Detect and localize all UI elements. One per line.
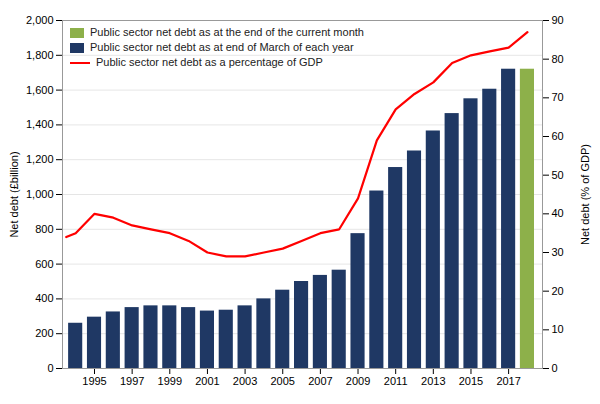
svg-text:1995: 1995 [82, 375, 106, 387]
svg-text:90: 90 [552, 14, 564, 26]
svg-text:2,000: 2,000 [26, 14, 54, 26]
svg-text:200: 200 [35, 327, 53, 339]
svg-text:1,000: 1,000 [26, 188, 54, 200]
svg-text:1999: 1999 [158, 375, 182, 387]
svg-text:Net debt (% of GDP): Net debt (% of GDP) [579, 144, 591, 245]
svg-text:2001: 2001 [195, 375, 219, 387]
svg-text:2005: 2005 [270, 375, 294, 387]
svg-text:60: 60 [552, 130, 564, 142]
svg-text:10: 10 [552, 323, 564, 335]
svg-text:50: 50 [552, 169, 564, 181]
html-text:Public sector net debt as a pe: Public sector net debt as a percentage o… [96, 56, 323, 68]
svg-text:1997: 1997 [120, 375, 144, 387]
svg-text:2015: 2015 [459, 375, 483, 387]
svg-text:Net debt (£billion): Net debt (£billion) [8, 151, 20, 237]
svg-text:2003: 2003 [233, 375, 257, 387]
svg-text:80: 80 [552, 53, 564, 65]
svg-text:0: 0 [47, 362, 53, 374]
html-text:Public sector net debt as at t: Public sector net debt as at the end of … [90, 26, 364, 38]
svg-text:2013: 2013 [421, 375, 445, 387]
svg-text:2011: 2011 [384, 375, 408, 387]
svg-text:1,600: 1,600 [26, 84, 54, 96]
svg-text:800: 800 [35, 223, 53, 235]
svg-text:20: 20 [552, 285, 564, 297]
svg-text:70: 70 [552, 91, 564, 103]
svg-text:1,400: 1,400 [26, 118, 54, 130]
svg-text:400: 400 [35, 292, 53, 304]
svg-text:1,200: 1,200 [26, 153, 54, 165]
svg-text:40: 40 [552, 207, 564, 219]
svg-text:600: 600 [35, 258, 53, 270]
svg-text:0: 0 [552, 362, 558, 374]
svg-text:2009: 2009 [346, 375, 370, 387]
svg-text:2017: 2017 [496, 375, 520, 387]
svg-text:2007: 2007 [308, 375, 332, 387]
html-text:Public sector net debt as at e: Public sector net debt as at end of Marc… [90, 41, 354, 53]
svg-text:1,800: 1,800 [26, 49, 54, 61]
svg-text:30: 30 [552, 246, 564, 258]
